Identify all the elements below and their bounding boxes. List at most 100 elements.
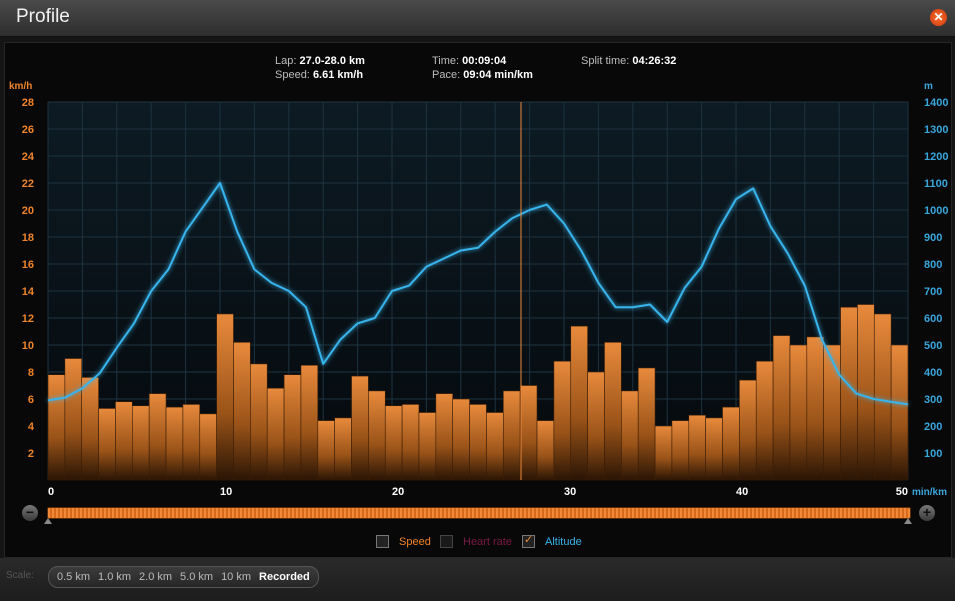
speed-bar xyxy=(384,405,403,481)
speed-bar xyxy=(705,417,723,481)
speed-bar xyxy=(216,313,234,481)
close-icon[interactable]: ✕ xyxy=(930,9,947,26)
speed-bar xyxy=(165,406,184,481)
speed-bar xyxy=(857,304,875,481)
range-slider[interactable] xyxy=(47,507,911,519)
speed-bar xyxy=(401,404,420,481)
speed-bar xyxy=(115,401,133,481)
scale-option-recorded[interactable]: Recorded xyxy=(259,571,310,583)
speed-bar xyxy=(64,358,83,481)
speed-bar xyxy=(755,360,774,481)
speed-value: 6.61 km/h xyxy=(312,69,364,81)
speed-label: Speed: xyxy=(275,69,310,81)
speed-tick-label: 16 xyxy=(22,259,34,271)
x-tick-label: 20 xyxy=(392,486,404,498)
zoom-out-button[interactable]: − xyxy=(22,505,38,521)
title-bar: Profile ✕ xyxy=(0,0,955,37)
x-tick-label: 0 xyxy=(48,486,54,498)
lap-label: Lap: xyxy=(275,55,297,67)
zoom-in-button[interactable]: + xyxy=(919,505,935,521)
speed-bar xyxy=(587,371,605,481)
altitude-tick-label: 1100 xyxy=(924,178,948,190)
speed-bar xyxy=(469,404,487,481)
pace-value: 09:04 min/km xyxy=(463,69,533,81)
speed-bar xyxy=(519,385,538,481)
time-stats: Time: 00:09:04 Pace: 09:04 min/km xyxy=(432,54,533,82)
x-axis-unit: min/km xyxy=(912,487,948,498)
speed-bar xyxy=(637,367,656,481)
altitude-tick-label: 800 xyxy=(924,259,942,271)
speed-bar xyxy=(283,374,302,481)
altitude-tick-label: 700 xyxy=(924,286,942,298)
speed-bar xyxy=(98,408,116,481)
legend-speed[interactable]: Speed xyxy=(376,535,431,548)
speed-tick-label: 24 xyxy=(22,151,35,163)
speed-bar xyxy=(435,393,454,481)
speed-bar xyxy=(250,363,268,481)
scale-option-10km[interactable]: 10 km xyxy=(221,571,252,583)
speed-bar xyxy=(890,344,909,481)
altitude-tick-label: 900 xyxy=(924,232,942,244)
speed-tick-label: 22 xyxy=(22,178,34,190)
speed-bar xyxy=(806,336,824,481)
speed-bar xyxy=(621,390,639,481)
altitude-line xyxy=(47,182,909,406)
x-tick-label: 10 xyxy=(220,486,232,498)
altitude-tick-label: 1400 xyxy=(924,97,948,109)
altitude-tick-label: 600 xyxy=(924,313,942,325)
altitude-tick-label: 1200 xyxy=(924,151,948,163)
heart-rate-checkbox[interactable] xyxy=(440,535,453,548)
altitude-tick-label: 500 xyxy=(924,340,942,352)
slider-left-handle[interactable] xyxy=(44,518,52,524)
time-value: 00:09:04 xyxy=(462,55,507,67)
legend-altitude[interactable]: Altitude xyxy=(522,533,582,548)
speed-tick-label: 26 xyxy=(22,124,34,136)
speed-bar xyxy=(266,387,285,481)
altitude-tick-label: 100 xyxy=(924,448,942,460)
speed-checkbox[interactable] xyxy=(376,535,389,548)
speed-bar xyxy=(739,379,757,481)
speed-tick-label: 10 xyxy=(22,340,34,352)
altitude-tick-label: 200 xyxy=(924,421,942,433)
speed-bar xyxy=(182,404,201,481)
speed-bar xyxy=(688,414,706,481)
legend-heart-rate[interactable]: Heart rate xyxy=(440,535,512,548)
scale-option-0-5km[interactable]: 0.5 km xyxy=(57,571,91,583)
altitude-tick-label: 400 xyxy=(924,367,942,379)
speed-bar xyxy=(536,420,555,481)
speed-tick-label: 6 xyxy=(28,394,34,406)
speed-bar xyxy=(81,377,99,481)
scale-option-2km[interactable]: 2.0 km xyxy=(139,571,173,583)
speed-bar xyxy=(840,306,858,481)
right-axis-unit: m xyxy=(924,81,933,92)
speed-bar xyxy=(789,344,808,481)
speed-bar xyxy=(671,420,690,481)
left-axis-unit: km/h xyxy=(9,81,33,92)
speed-bar xyxy=(351,375,369,481)
split-label: Split time: xyxy=(581,55,630,67)
slider-right-handle[interactable] xyxy=(904,518,912,524)
speed-bar xyxy=(418,412,437,481)
split-value: 04:26:32 xyxy=(632,55,677,67)
x-tick-label: 50 xyxy=(896,486,908,498)
heart-rate-legend-label: Heart rate xyxy=(463,535,512,548)
speed-bar xyxy=(772,335,791,481)
speed-bar xyxy=(654,425,673,481)
scale-selector: 0.5 km 1.0 km 2.0 km 5.0 km 10 km Record… xyxy=(48,566,319,588)
altitude-tick-label: 1000 xyxy=(924,205,948,217)
speed-bar xyxy=(300,364,319,481)
speed-tick-label: 4 xyxy=(28,421,35,433)
speed-bar xyxy=(368,390,386,481)
scale-option-5km[interactable]: 5.0 km xyxy=(180,571,214,583)
speed-bar xyxy=(334,417,352,481)
speed-tick-label: 12 xyxy=(22,313,34,325)
speed-bar xyxy=(486,412,504,481)
speed-bar xyxy=(823,344,841,481)
split-stats: Split time: 04:26:32 xyxy=(581,54,676,68)
speed-legend-label: Speed xyxy=(399,535,431,548)
speed-tick-label: 14 xyxy=(22,286,35,298)
speed-bar xyxy=(553,360,572,481)
scale-option-1km[interactable]: 1.0 km xyxy=(98,571,132,583)
altitude-checkbox[interactable] xyxy=(522,533,535,548)
